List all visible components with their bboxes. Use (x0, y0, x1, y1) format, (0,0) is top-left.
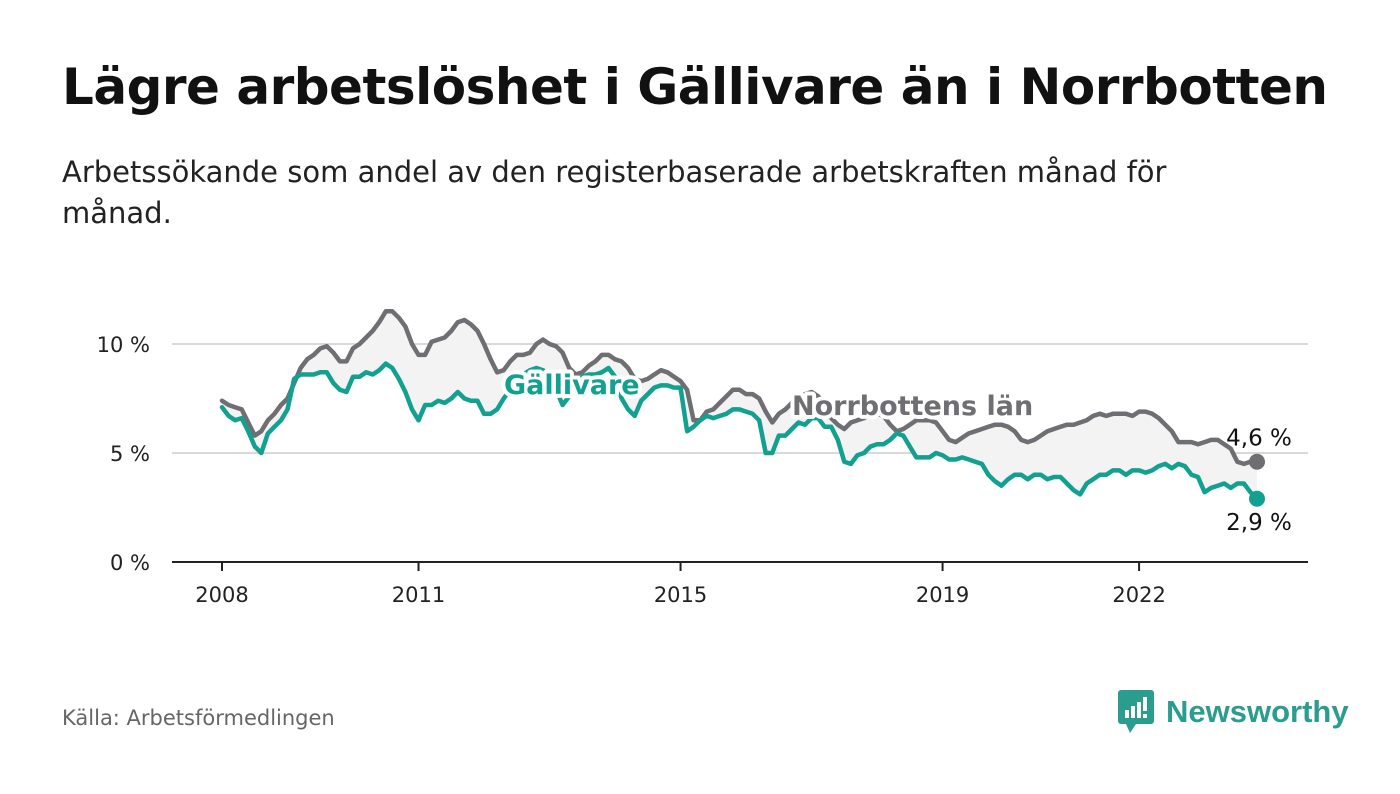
end-value-label-0: 4,6 % (1226, 426, 1292, 452)
series-label-gallivare: Gällivare (504, 370, 640, 401)
newsworthy-logo-icon (1118, 690, 1154, 733)
end-point-1 (1249, 490, 1265, 507)
y-tick-label: 10 % (97, 333, 150, 357)
series-line-0 (219, 309, 1260, 467)
x-tick-label: 2019 (916, 583, 969, 607)
x-tick-label: 2022 (1112, 583, 1165, 607)
y-tick-label: 0 % (110, 551, 150, 575)
series-label-norrbotten: Norrbottens län (792, 391, 1033, 422)
y-tick-label: 5 % (110, 442, 150, 466)
series-line-1 (219, 361, 1260, 502)
x-tick-label: 2011 (392, 583, 445, 607)
x-tick-label: 2015 (654, 583, 707, 607)
x-tick-label: 2008 (195, 583, 248, 607)
source-note: Källa: Arbetsförmedlingen (62, 706, 335, 730)
brand-logo[interactable]: Newsworthy (1118, 690, 1349, 734)
chart-title: Lägre arbetslöshet i Gällivare än i Norr… (62, 58, 1328, 116)
end-value-label-1: 2,9 % (1226, 510, 1292, 536)
end-point-0 (1249, 453, 1265, 470)
difference-band (222, 311, 1257, 499)
brand-name: Newsworthy (1166, 694, 1349, 729)
chart-subtitle: Arbetssökande som andel av den registerb… (62, 155, 1167, 230)
